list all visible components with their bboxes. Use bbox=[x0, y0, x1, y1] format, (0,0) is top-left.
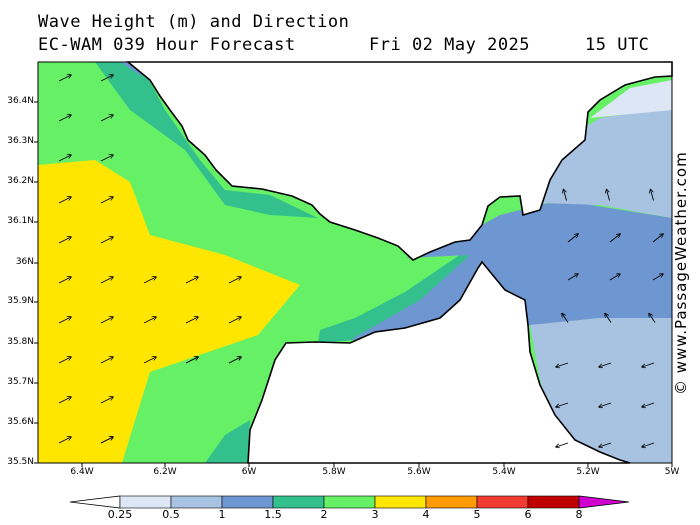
colorbar-label: 0.25 bbox=[107, 508, 133, 521]
direction-arrow bbox=[651, 190, 654, 201]
direction-arrow bbox=[228, 357, 241, 364]
colorbar-label: 4 bbox=[422, 508, 430, 521]
colorbar-min-arrow bbox=[69, 495, 121, 509]
direction-arrow bbox=[599, 442, 612, 447]
direction-arrow bbox=[100, 197, 113, 204]
direction-arrow bbox=[599, 402, 612, 407]
lon-label: 5.8W bbox=[322, 467, 346, 477]
colorbar-segment bbox=[425, 495, 478, 509]
lat-label: 36.1N bbox=[7, 216, 34, 226]
lat-label: 36.4N bbox=[7, 96, 34, 106]
direction-arrow bbox=[605, 314, 612, 323]
colorbar-label: 0.5 bbox=[162, 508, 180, 521]
colorbar-segment bbox=[323, 495, 376, 509]
colorbar-label: 2 bbox=[320, 508, 328, 521]
colorbar bbox=[69, 495, 630, 509]
direction-arrow bbox=[556, 362, 569, 367]
direction-arrow bbox=[58, 437, 71, 444]
direction-arrow bbox=[58, 75, 71, 82]
colorbar-segment bbox=[170, 495, 223, 509]
direction-arrow bbox=[652, 274, 663, 281]
land-morocco bbox=[247, 260, 631, 464]
colorbar-label: 1 bbox=[218, 508, 226, 521]
direction-arrow bbox=[100, 277, 113, 284]
colorbar-segment bbox=[221, 495, 274, 509]
direction-arrow bbox=[100, 75, 113, 82]
direction-arrow bbox=[100, 317, 113, 324]
direction-arrow bbox=[143, 357, 156, 364]
model-label: EC-WAM 039 Hour Forecast bbox=[38, 35, 296, 55]
direction-arrow bbox=[642, 402, 655, 407]
direction-arrow bbox=[185, 317, 198, 324]
direction-arrow bbox=[567, 274, 578, 281]
direction-arrow bbox=[58, 357, 71, 364]
direction-arrow bbox=[556, 402, 569, 407]
lon-label: 5.4W bbox=[492, 467, 516, 477]
forecast-time: 15 UTC bbox=[585, 35, 650, 55]
lat-label: 35.8N bbox=[7, 337, 34, 347]
direction-arrow bbox=[228, 317, 241, 324]
colorbar-label: 8 bbox=[575, 508, 583, 521]
lon-label: 5W bbox=[664, 467, 680, 477]
land-spain bbox=[125, 61, 673, 261]
direction-arrow bbox=[58, 397, 71, 404]
direction-arrow bbox=[564, 190, 567, 201]
direction-arrow bbox=[100, 155, 113, 162]
colorbar-label: 3 bbox=[371, 508, 379, 521]
direction-arrow bbox=[58, 317, 71, 324]
direction-arrow bbox=[185, 357, 198, 364]
colorbar-label: 1.5 bbox=[264, 508, 282, 521]
direction-arrow bbox=[58, 155, 71, 162]
direction-arrow bbox=[567, 234, 578, 243]
direction-arrow bbox=[599, 362, 612, 367]
lat-label: 35.6N bbox=[7, 417, 34, 427]
direction-arrow bbox=[143, 317, 156, 324]
lat-label: 36.2N bbox=[7, 176, 34, 186]
direction-arrow bbox=[185, 277, 198, 284]
direction-arrow bbox=[100, 357, 113, 364]
direction-arrow bbox=[609, 234, 620, 243]
direction-arrow bbox=[100, 397, 113, 404]
direction-arrow bbox=[642, 442, 655, 447]
direction-arrow bbox=[562, 314, 569, 323]
lon-label: 5.6W bbox=[407, 467, 431, 477]
colorbar-segment bbox=[527, 495, 580, 509]
lat-label: 35.9N bbox=[7, 296, 34, 306]
forecast-date: Fri 02 May 2025 bbox=[369, 35, 531, 55]
lat-label: 36N bbox=[15, 257, 34, 267]
colorbar-label: 5 bbox=[473, 508, 481, 521]
lon-label: 6W bbox=[241, 467, 257, 477]
direction-arrow bbox=[609, 274, 620, 281]
direction-arrow bbox=[100, 437, 113, 444]
lon-label: 6.4W bbox=[70, 467, 94, 477]
colorbar-max-arrow bbox=[578, 495, 630, 509]
direction-arrow bbox=[556, 442, 569, 447]
direction-arrow bbox=[143, 277, 156, 284]
direction-arrow bbox=[58, 115, 71, 122]
direction-arrow bbox=[652, 234, 663, 243]
colorbar-label: 6 bbox=[524, 508, 532, 521]
colorbar-segment bbox=[272, 495, 325, 509]
direction-arrow bbox=[228, 277, 241, 284]
direction-arrow bbox=[58, 237, 71, 244]
credit-text: © www.PassageWeather.com bbox=[672, 151, 690, 395]
direction-arrow bbox=[58, 197, 71, 204]
colorbar-segment bbox=[476, 495, 529, 509]
lat-label: 35.7N bbox=[7, 377, 34, 387]
direction-arrow bbox=[100, 115, 113, 122]
lat-label: 35.5N bbox=[7, 457, 34, 467]
direction-arrow bbox=[100, 237, 113, 244]
colorbar-segment bbox=[374, 495, 427, 509]
wave-direction-arrows bbox=[58, 75, 663, 447]
chart-title: Wave Height (m) and Direction bbox=[38, 12, 350, 32]
direction-arrow bbox=[642, 362, 655, 367]
colorbar-segment bbox=[119, 495, 172, 509]
lon-label: 5.2W bbox=[576, 467, 600, 477]
direction-arrow bbox=[649, 314, 656, 323]
direction-arrow bbox=[58, 277, 71, 284]
lat-label: 36.3N bbox=[7, 136, 34, 146]
direction-arrow bbox=[607, 190, 610, 201]
lon-label: 6.2W bbox=[153, 467, 177, 477]
